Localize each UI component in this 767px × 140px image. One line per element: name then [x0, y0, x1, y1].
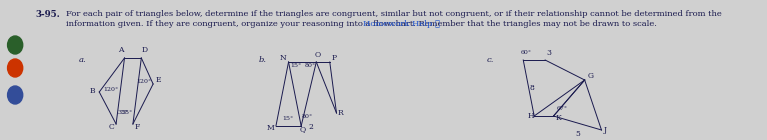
Text: 8: 8 [529, 84, 534, 92]
Text: 80°: 80° [302, 114, 313, 119]
Text: 35°: 35° [122, 110, 133, 115]
Text: F: F [134, 123, 140, 131]
Circle shape [8, 36, 23, 54]
Text: Homework Help ♟: Homework Help ♟ [364, 20, 440, 28]
Text: R: R [337, 109, 344, 117]
Text: 15°: 15° [281, 116, 293, 121]
Text: E: E [156, 76, 161, 84]
Text: D: D [142, 46, 148, 54]
Text: b.: b. [259, 56, 267, 64]
Text: K: K [555, 114, 561, 122]
Circle shape [8, 86, 23, 104]
Text: P: P [331, 54, 337, 62]
Text: 35°: 35° [118, 110, 129, 115]
Text: 60°: 60° [521, 50, 532, 55]
Text: J: J [604, 126, 607, 134]
Text: 80°: 80° [304, 63, 316, 68]
Text: B: B [90, 87, 95, 95]
Text: 3: 3 [547, 49, 551, 57]
Text: Q: Q [300, 125, 306, 133]
Text: H: H [528, 112, 534, 120]
Text: 5: 5 [575, 130, 581, 138]
Text: N: N [280, 54, 287, 62]
Text: For each pair of triangles below, determine if the triangles are congruent, simi: For each pair of triangles below, determ… [66, 10, 722, 18]
Text: C: C [109, 123, 115, 131]
Text: M: M [267, 124, 275, 132]
Text: O: O [315, 51, 321, 59]
Text: 2: 2 [309, 123, 314, 131]
Text: 3-95.: 3-95. [35, 10, 60, 19]
Text: 120°: 120° [137, 79, 151, 84]
Text: G: G [588, 72, 594, 80]
Text: 67°: 67° [557, 106, 568, 111]
Text: 120°: 120° [104, 87, 119, 92]
Circle shape [8, 59, 23, 77]
Text: A: A [118, 46, 124, 54]
Text: a.: a. [79, 56, 87, 64]
Text: c.: c. [486, 56, 494, 64]
Text: 15°: 15° [290, 63, 301, 68]
Text: information given. If they are congruent, organize your reasoning into a flowcha: information given. If they are congruent… [66, 20, 657, 28]
